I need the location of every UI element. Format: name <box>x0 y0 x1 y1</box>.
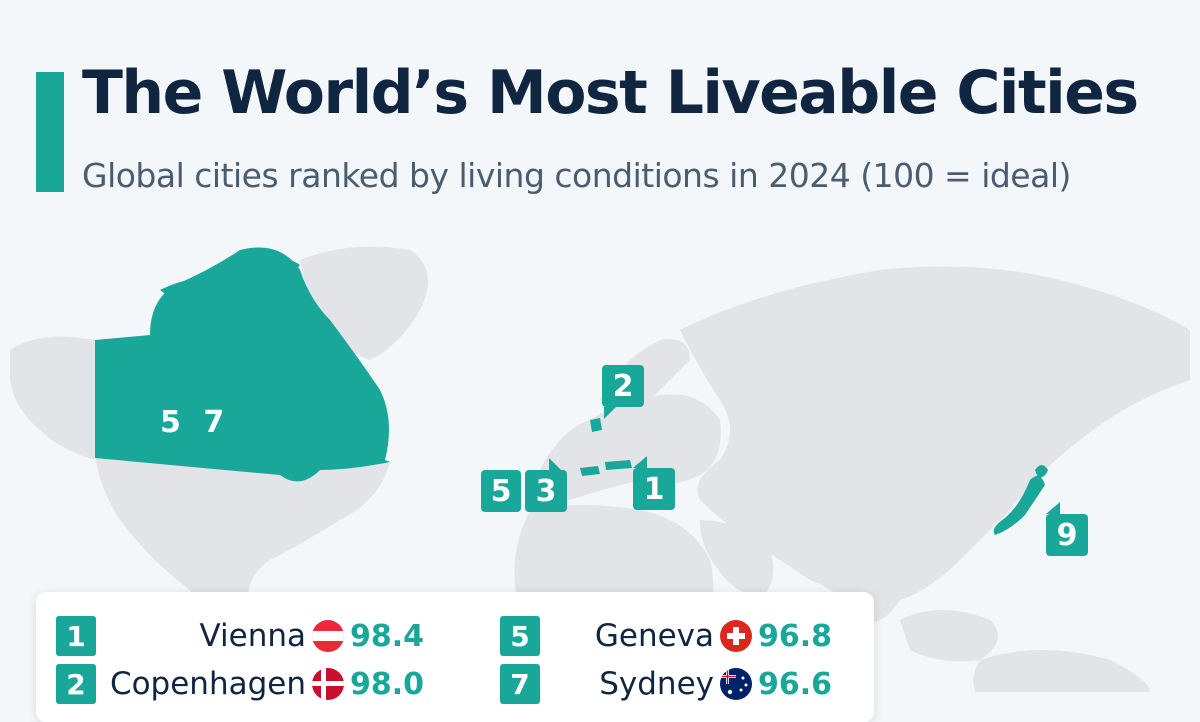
map-marker-switzerland-b: 3 <box>525 458 567 512</box>
rank-badge: 1 <box>56 616 96 656</box>
ranking-row: 2 Copenhagen 98.0 <box>56 662 446 706</box>
north-america-south-shape <box>95 455 390 640</box>
rank-badge: 2 <box>56 664 96 704</box>
marker-pointer <box>1046 502 1060 514</box>
highlighted-countries <box>95 247 1048 535</box>
switzerland-shape <box>580 466 600 476</box>
city-name: Geneva <box>594 618 714 654</box>
australia-shape <box>973 650 1150 692</box>
europe-shape <box>540 394 721 500</box>
map-marker-austria: 1 <box>633 456 675 510</box>
marker-label: 5 <box>490 473 512 509</box>
score-value: 98.0 <box>350 666 425 702</box>
denmark-flag-icon <box>312 668 344 700</box>
denmark-shape <box>590 418 602 432</box>
rankings-panel: 1 Vienna 98.4 2 Copenhagen 98.0 5 Geneva… <box>36 592 874 722</box>
arctic-islands-shape <box>240 258 300 285</box>
city-name: Sydney <box>599 666 714 702</box>
ranking-row: 5 Geneva 96.8 <box>500 614 854 658</box>
marker-pointer <box>549 458 561 470</box>
austria-shape <box>605 460 632 470</box>
score-value: 96.6 <box>758 666 833 702</box>
page-subtitle: Global cities ranked by living condition… <box>82 156 1071 195</box>
alaska-shape <box>10 336 95 460</box>
score-value: 96.8 <box>758 618 833 654</box>
title-accent-bar <box>36 72 64 192</box>
city-name: Vienna <box>199 618 306 654</box>
ranking-row: 7 Sydney 96.6 <box>500 662 854 706</box>
arabia-shape <box>700 520 774 600</box>
asia-shape <box>680 266 1190 623</box>
map-marker-switzerland-a: 5 <box>481 470 521 512</box>
map-marker-denmark: 2 <box>602 365 644 419</box>
japan-shape <box>993 476 1045 535</box>
rank-badge: 5 <box>500 616 540 656</box>
japan-shape <box>1035 465 1048 478</box>
switzerland-flag-icon <box>720 620 752 652</box>
arctic-islands-shape <box>160 278 230 305</box>
austria-flag-icon <box>312 620 344 652</box>
marker-label: 3 <box>535 473 557 509</box>
marker-label: 9 <box>1056 517 1078 553</box>
rank-badge: 7 <box>500 664 540 704</box>
ranking-row: 1 Vienna 98.4 <box>56 614 446 658</box>
marker-pointer <box>604 407 616 419</box>
map-marker-japan: 9 <box>1046 502 1088 556</box>
marker-label: 1 <box>643 471 665 507</box>
canada-city-ranks: 5 7 <box>160 405 231 440</box>
australia-flag-icon <box>720 668 752 700</box>
page-title: The World’s Most Liveable Cities <box>82 58 1139 128</box>
marker-label: 2 <box>612 368 634 404</box>
score-value: 98.4 <box>350 618 425 654</box>
canada-shape <box>95 247 390 482</box>
city-name: Copenhagen <box>109 666 306 702</box>
southeast-asia-shape <box>900 610 998 662</box>
marker-pointer <box>633 456 647 468</box>
